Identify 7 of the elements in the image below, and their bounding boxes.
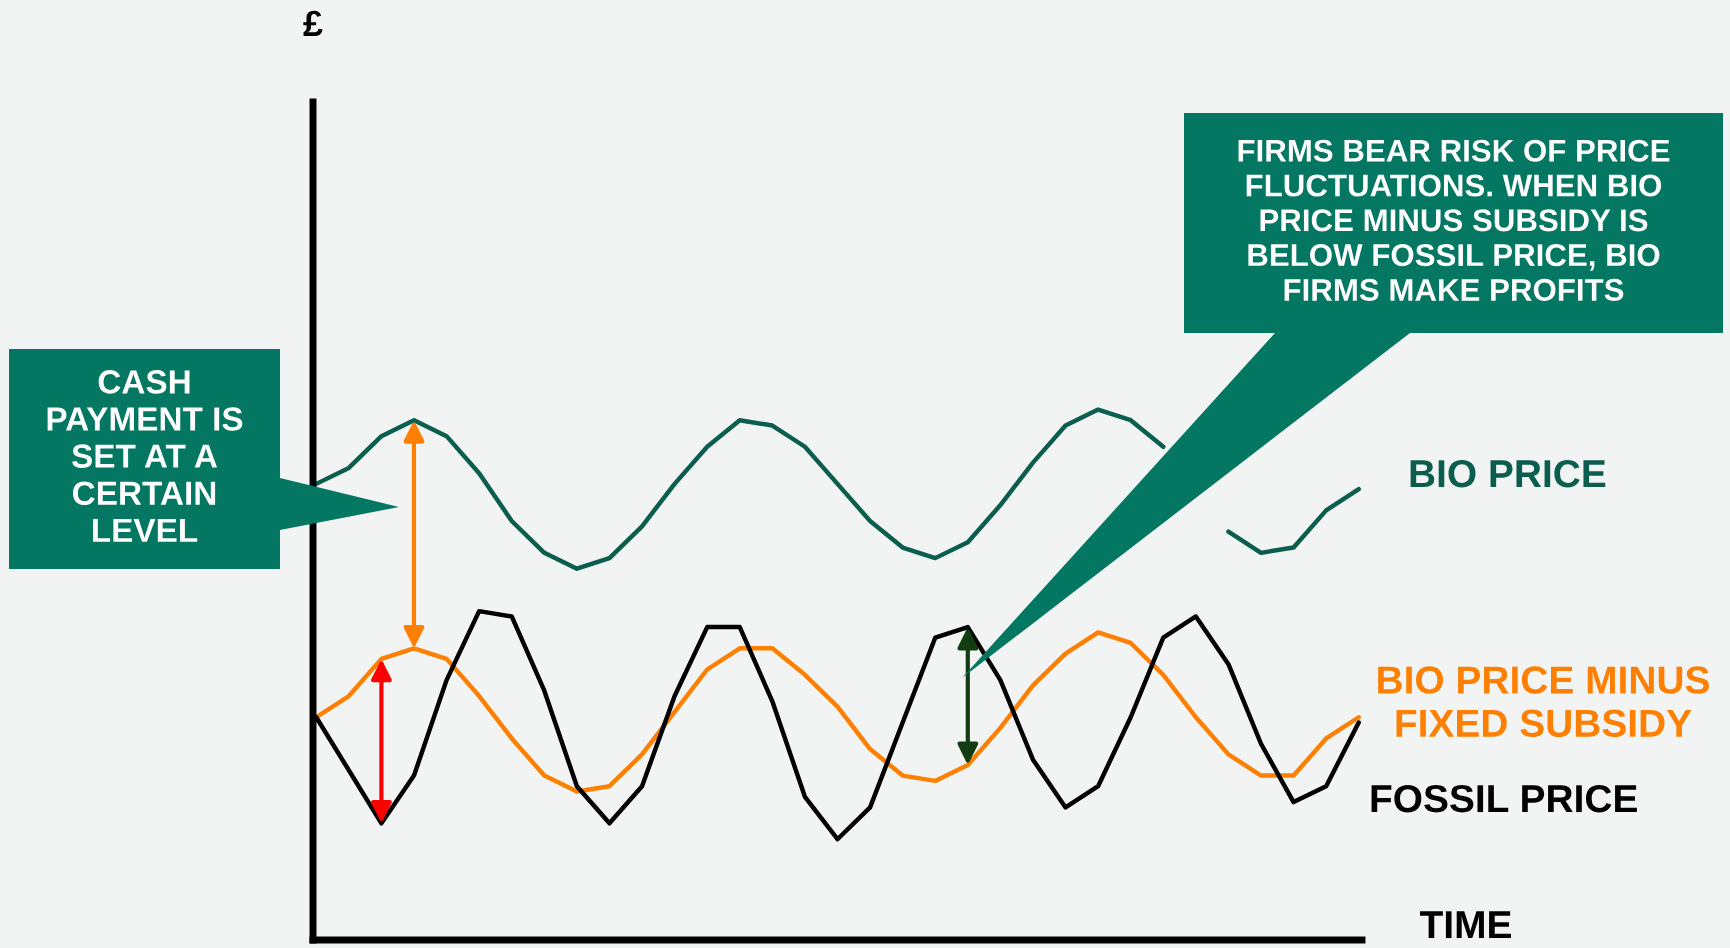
x-axis-title: TIME <box>1419 911 1511 939</box>
text: CASH PAYMENT IS SET AT A CERTAIN LEVEL <box>47 370 243 542</box>
text: FIRMS BEAR RISK OF PRICE FLUCTUATIONS. WHEN BIO PRICE MINUS SUBSIDY IS BELOW FOSSIL PRICE, BIO FIRMS MAKE PROFITS <box>1238 139 1670 301</box>
series-label: BIO PRICE <box>1410 459 1606 488</box>
text: £ <box>303 10 323 36</box>
series-label: BIO PRICE MINUS FIXED SUBSIDY <box>1378 666 1709 738</box>
series-label: FOSSIL PRICE <box>1371 784 1637 813</box>
